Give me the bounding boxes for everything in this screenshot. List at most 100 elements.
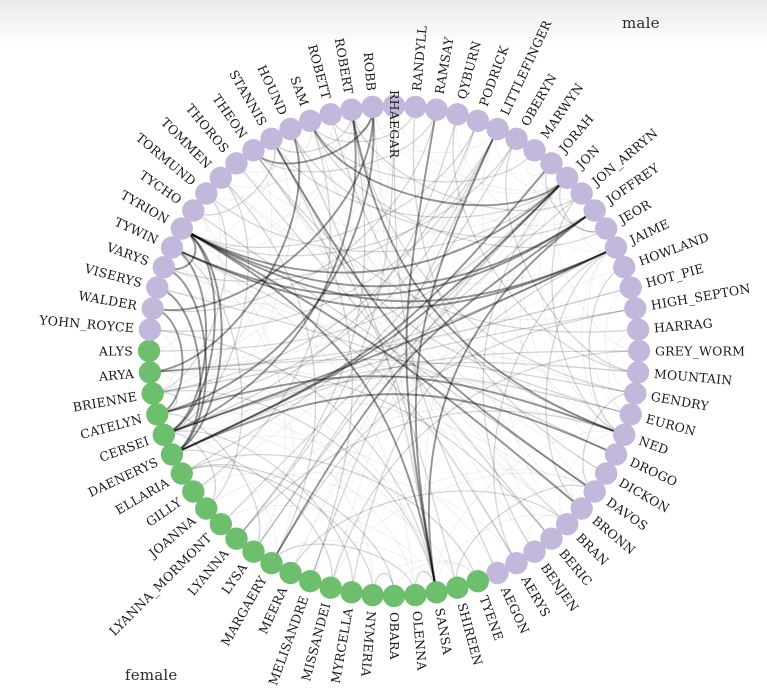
node-beric[interactable] bbox=[540, 527, 563, 550]
node-nymeria[interactable] bbox=[361, 583, 384, 607]
edge-bronn-cersei bbox=[163, 401, 583, 509]
node-randyll[interactable] bbox=[404, 95, 427, 119]
edge-catelyn-theon bbox=[157, 150, 273, 415]
node-arya[interactable] bbox=[138, 361, 162, 384]
node-gendry[interactable] bbox=[624, 382, 647, 405]
node-viserys[interactable] bbox=[146, 276, 169, 299]
edge-varys-daenerys bbox=[163, 266, 207, 456]
edge-tyrion-joffrey bbox=[181, 209, 596, 288]
node-label-walder: WALDER bbox=[77, 288, 138, 313]
edge-hound-gendry bbox=[290, 128, 636, 394]
legend-male-label: male bbox=[622, 14, 660, 32]
node-tommen[interactable] bbox=[209, 166, 232, 189]
node-aegon[interactable] bbox=[486, 561, 509, 585]
edge-mountain-tyrion bbox=[181, 228, 639, 373]
edge-daenerys-jorah bbox=[171, 162, 553, 456]
node-lyanna_mormont[interactable] bbox=[209, 513, 232, 536]
node-stannis[interactable] bbox=[260, 127, 283, 150]
node-obara[interactable] bbox=[382, 584, 406, 608]
node-marwyn[interactable] bbox=[523, 139, 546, 162]
node-oberyn[interactable] bbox=[505, 127, 528, 150]
node-hound[interactable] bbox=[279, 117, 302, 141]
node-ned[interactable] bbox=[613, 423, 636, 446]
node-gilly[interactable] bbox=[182, 480, 205, 503]
edge-ramsay-walder bbox=[152, 109, 438, 312]
edge-melisandre-davos bbox=[309, 469, 595, 582]
node-hot_pie[interactable] bbox=[619, 276, 642, 299]
node-robert[interactable] bbox=[340, 98, 363, 121]
node-alys[interactable] bbox=[137, 339, 161, 363]
node-grey_worm[interactable] bbox=[627, 339, 651, 363]
node-lyanna[interactable] bbox=[225, 527, 248, 550]
node-tywin[interactable] bbox=[160, 236, 184, 259]
node-howland[interactable] bbox=[613, 256, 636, 279]
node-jeor[interactable] bbox=[595, 217, 618, 240]
node-ellaria[interactable] bbox=[170, 462, 193, 485]
node-harrag[interactable] bbox=[626, 318, 650, 341]
node-varys[interactable] bbox=[152, 256, 175, 279]
node-missandei[interactable] bbox=[319, 576, 342, 599]
node-drogo[interactable] bbox=[604, 443, 628, 466]
node-bran[interactable] bbox=[556, 513, 579, 536]
node-brienne[interactable] bbox=[141, 382, 164, 405]
edge-beric-jon bbox=[492, 177, 568, 540]
edge-hound-sansa bbox=[289, 128, 438, 593]
edge-missandei-daenerys bbox=[171, 449, 333, 588]
node-jaime[interactable] bbox=[604, 236, 628, 259]
node-meera[interactable] bbox=[279, 561, 302, 585]
node-tycho[interactable] bbox=[182, 199, 205, 222]
edge-margaery-cersei bbox=[163, 432, 277, 564]
node-joffrey[interactable] bbox=[583, 199, 606, 222]
node-olenna[interactable] bbox=[404, 583, 427, 607]
edge-tycho-cersei bbox=[163, 210, 226, 436]
node-mountain[interactable] bbox=[626, 361, 650, 384]
node-catelyn[interactable] bbox=[146, 403, 169, 426]
node-tormund[interactable] bbox=[195, 182, 218, 205]
node-myrcella[interactable] bbox=[340, 581, 363, 604]
edge-qyburn-cersei bbox=[163, 114, 459, 436]
node-theon[interactable] bbox=[242, 139, 265, 162]
edge-jon-bran bbox=[502, 177, 568, 525]
edge-ned-arya bbox=[149, 362, 625, 436]
node-jon[interactable] bbox=[556, 166, 579, 189]
node-margaery[interactable] bbox=[260, 552, 283, 575]
node-cersei[interactable] bbox=[152, 423, 175, 446]
node-shireen[interactable] bbox=[446, 576, 469, 599]
node-rhaegar[interactable] bbox=[382, 94, 406, 118]
node-daenerys[interactable] bbox=[160, 443, 184, 466]
edge-tywin-jaime bbox=[171, 246, 617, 309]
node-bronn[interactable] bbox=[570, 497, 593, 520]
node-benjen[interactable] bbox=[523, 540, 546, 563]
node-podrick[interactable] bbox=[466, 109, 489, 132]
edge-catelyn-sansa bbox=[157, 408, 437, 593]
node-tyrion[interactable] bbox=[170, 217, 193, 240]
node-walder[interactable] bbox=[141, 297, 164, 320]
node-davos[interactable] bbox=[583, 480, 606, 503]
edge-ellaria-tyene bbox=[181, 453, 479, 582]
node-yohn_royce[interactable] bbox=[138, 318, 162, 341]
node-robett[interactable] bbox=[319, 103, 342, 126]
edge-rhaegar-daenerys bbox=[171, 105, 395, 455]
node-jorah[interactable] bbox=[540, 152, 563, 175]
node-thoros[interactable] bbox=[225, 152, 248, 175]
node-label-viserys: VISERYS bbox=[82, 260, 144, 290]
node-littlefinger[interactable] bbox=[486, 117, 509, 141]
node-tyene[interactable] bbox=[466, 570, 489, 593]
node-euron[interactable] bbox=[619, 403, 642, 426]
node-sam[interactable] bbox=[299, 109, 322, 132]
node-ramsay[interactable] bbox=[425, 98, 448, 121]
node-dickon[interactable] bbox=[595, 462, 618, 485]
edge-thoros-beric bbox=[236, 162, 552, 540]
node-sansa[interactable] bbox=[425, 581, 448, 604]
node-melisandre[interactable] bbox=[299, 570, 322, 593]
node-lysa[interactable] bbox=[242, 540, 265, 563]
node-qyburn[interactable] bbox=[446, 103, 469, 126]
node-label-ned: NED bbox=[637, 433, 671, 458]
edge-podrick-sansa bbox=[412, 120, 479, 593]
node-high_septon[interactable] bbox=[624, 297, 647, 320]
node-aerys[interactable] bbox=[505, 552, 528, 575]
node-jon_arryn[interactable] bbox=[570, 182, 593, 205]
node-robb[interactable] bbox=[361, 95, 384, 119]
node-joanna[interactable] bbox=[195, 497, 218, 520]
